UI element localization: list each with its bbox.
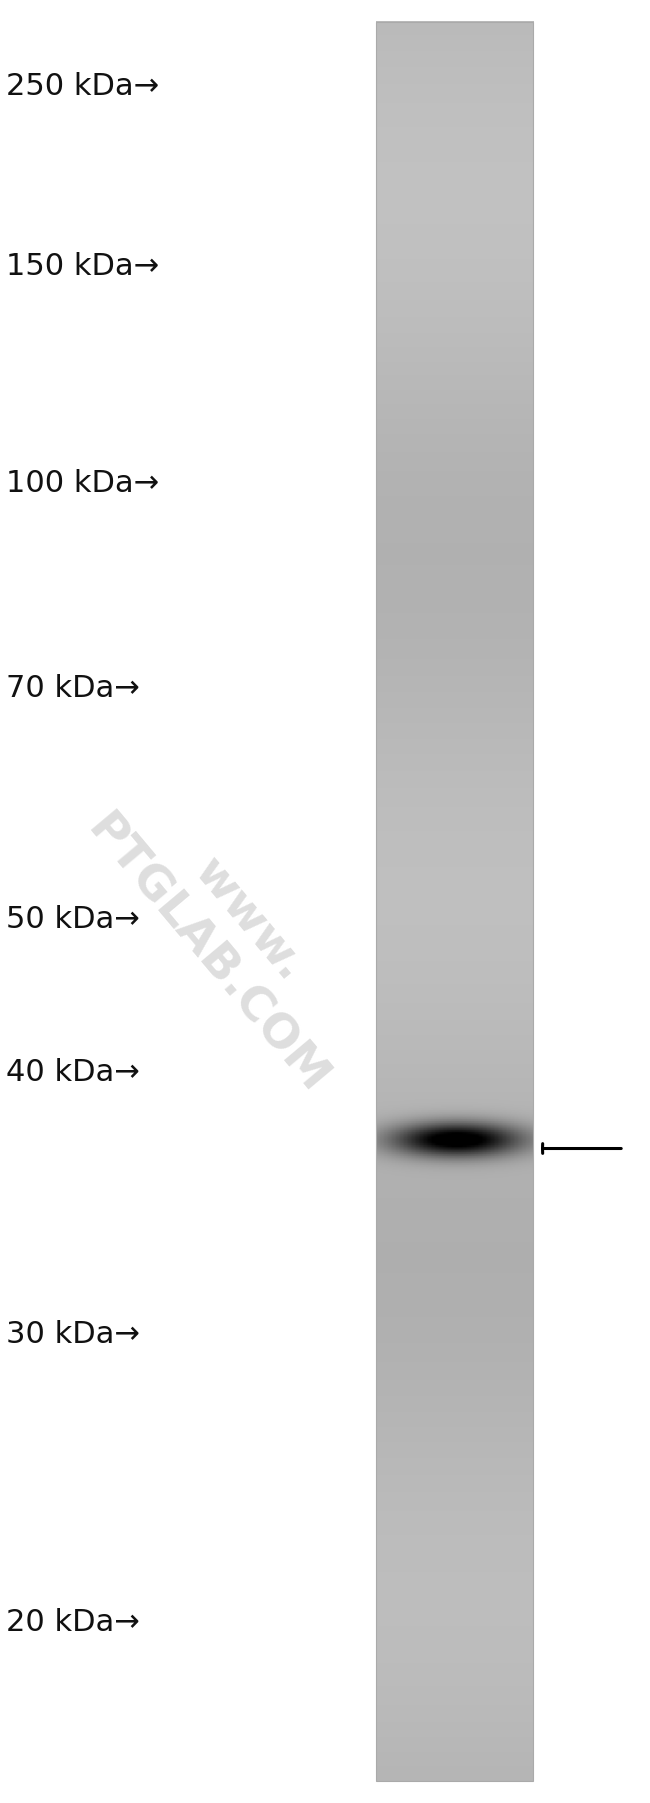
Text: 50 kDa→: 50 kDa→ bbox=[6, 905, 140, 934]
Text: 40 kDa→: 40 kDa→ bbox=[6, 1058, 140, 1087]
Text: 20 kDa→: 20 kDa→ bbox=[6, 1608, 140, 1637]
Text: 150 kDa→: 150 kDa→ bbox=[6, 252, 160, 281]
Text: www.
PTGLAB.COM: www. PTGLAB.COM bbox=[77, 772, 378, 1103]
Bar bbox=[376, 22, 533, 1781]
Text: 30 kDa→: 30 kDa→ bbox=[6, 1320, 140, 1349]
Text: 100 kDa→: 100 kDa→ bbox=[6, 469, 160, 498]
Text: 70 kDa→: 70 kDa→ bbox=[6, 674, 140, 703]
Text: 250 kDa→: 250 kDa→ bbox=[6, 72, 160, 101]
